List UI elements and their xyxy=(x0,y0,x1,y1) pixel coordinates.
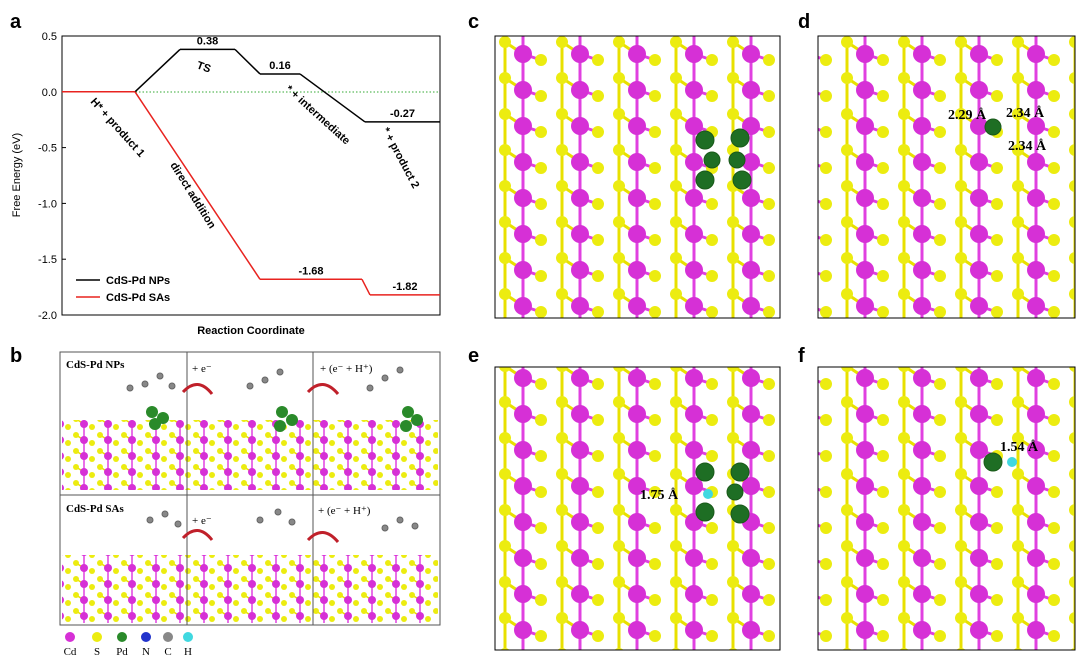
distance-label: 2.34 Å xyxy=(1006,105,1045,121)
lattice-panel xyxy=(494,35,781,319)
legend-label: CdS-Pd SAs xyxy=(106,292,170,304)
connector xyxy=(134,91,261,280)
y-tick-label: -1.0 xyxy=(38,198,57,210)
panel-label: f xyxy=(798,345,805,367)
panel-label: b xyxy=(10,345,22,367)
row-label: CdS-Pd SAs xyxy=(66,503,124,515)
y-tick-label: 0.5 xyxy=(42,31,57,43)
arrow xyxy=(181,529,214,541)
value-label: 0.38 xyxy=(197,35,218,47)
arrow xyxy=(181,383,214,395)
energy-chart: Reaction Coordinate Free Energy (eV) TS … xyxy=(11,31,441,337)
step-label: + e⁻ xyxy=(192,363,212,375)
annotation: H* + product 1 xyxy=(88,96,147,160)
y-tick-label: -1.5 xyxy=(38,254,57,266)
pd-cluster xyxy=(695,118,1003,524)
annotation: direct addition xyxy=(167,160,217,231)
connector xyxy=(361,278,371,296)
row-label: CdS-Pd NPs xyxy=(66,359,125,371)
value-label: -1.68 xyxy=(298,265,323,277)
lattice xyxy=(62,420,438,490)
annotation: * + intermediate xyxy=(283,83,352,147)
y-tick-label: -0.5 xyxy=(38,143,57,155)
lattice-panel xyxy=(817,366,1076,651)
step-label: + e⁻ xyxy=(192,515,212,527)
lattice xyxy=(62,555,438,623)
connector xyxy=(134,48,181,93)
atom-legend: Cd S Pd N C H xyxy=(64,632,193,658)
legend-label: CdS-Pd NPs xyxy=(106,275,170,287)
value-label: 0.16 xyxy=(269,60,290,72)
distance-label: 1.75 Å xyxy=(640,487,679,503)
annotation: * + product 2 xyxy=(379,126,421,191)
connector xyxy=(299,73,366,123)
h-atom xyxy=(1007,457,1017,467)
step-label: + (e⁻ + H⁺) xyxy=(318,505,371,517)
legend-label: S xyxy=(94,646,100,658)
distance-label: 1.54 Å xyxy=(1000,439,1039,455)
distance-label: 2.34 Å xyxy=(1008,138,1047,154)
legend-label: C xyxy=(164,646,171,658)
value-label: -1.82 xyxy=(392,281,417,293)
panel-label: a xyxy=(10,11,22,33)
pd-cluster xyxy=(146,406,423,432)
h-atom xyxy=(703,489,713,499)
annotation: TS xyxy=(195,60,212,76)
panel-label: d xyxy=(798,11,810,33)
legend-label: H xyxy=(184,646,192,658)
value-label: -0.27 xyxy=(390,108,415,120)
distance-label: 2.29 Å xyxy=(948,107,987,123)
y-tick-label: -2.0 xyxy=(38,310,57,322)
panel-label: e xyxy=(468,345,479,367)
arrow xyxy=(306,383,340,395)
molecule xyxy=(126,366,419,532)
legend-label: N xyxy=(142,646,150,658)
y-axis-label: Free Energy (eV) xyxy=(11,133,23,217)
panel-b: CdS-Pd NPs CdS-Pd SAs + e⁻ + (e⁻ + H⁺) +… xyxy=(59,351,441,658)
legend-label: Cd xyxy=(64,646,77,658)
legend-label: Pd xyxy=(116,646,128,658)
x-axis-label: Reaction Coordinate xyxy=(197,325,305,337)
plot-frame xyxy=(61,35,441,316)
y-tick-label: 0.0 xyxy=(42,87,57,99)
step-label: + (e⁻ + H⁺) xyxy=(320,363,373,375)
arrow xyxy=(306,531,340,543)
connector xyxy=(234,48,261,75)
lattice-panel xyxy=(817,35,1076,319)
panel-label: c xyxy=(468,11,479,33)
